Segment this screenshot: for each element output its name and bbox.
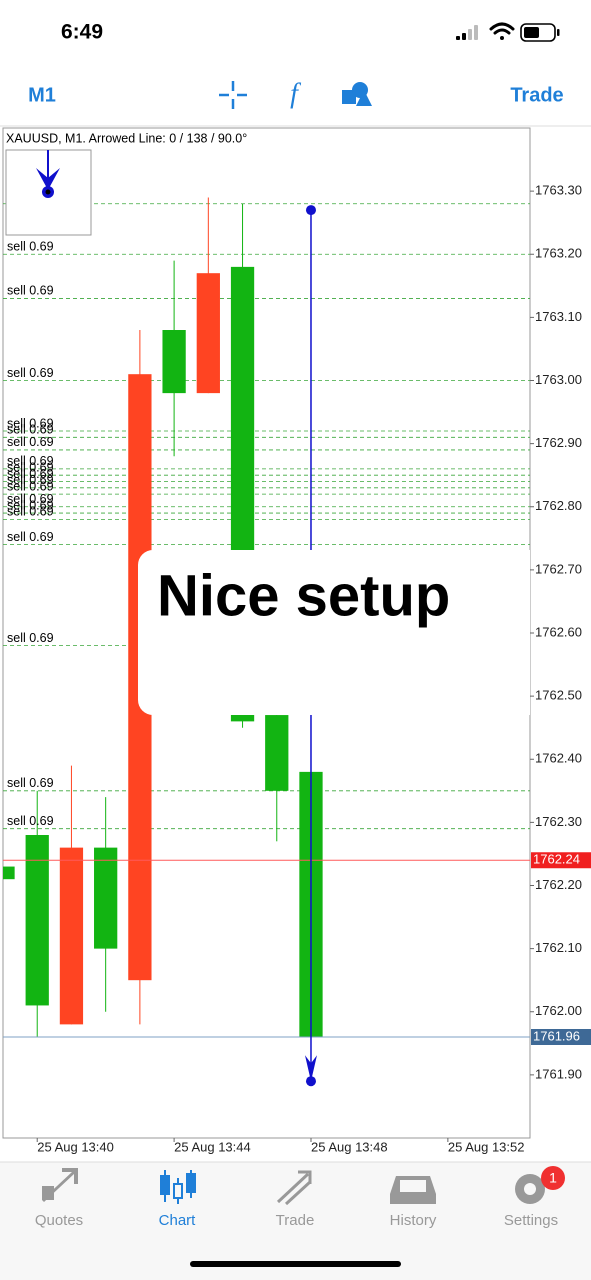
y-tick-label: 1763.30 <box>535 183 582 198</box>
x-tick-label: 25 Aug 13:44 <box>174 1139 251 1154</box>
object-preview <box>5 149 92 236</box>
chart-icon <box>160 1170 196 1204</box>
order-label: sell 0.69 <box>7 776 54 790</box>
order-label: sell 0.69 <box>7 631 54 645</box>
battery-icon <box>520 23 560 42</box>
order-label: sell 0.69 <box>7 479 54 493</box>
arrow-end <box>305 1076 316 1087</box>
order-label: sell 0.69 <box>7 530 54 544</box>
candle-body <box>3 866 15 880</box>
order-label: sell 0.69 <box>7 473 54 487</box>
tab-bar <box>0 1162 591 1280</box>
y-tick-label: 1763.10 <box>535 309 582 324</box>
settings-icon <box>515 1174 545 1204</box>
candle-body <box>94 847 118 949</box>
y-tick-label: 1762.00 <box>535 1003 582 1018</box>
order-label: sell 0.69 <box>7 505 54 519</box>
y-tick-label: 1762.90 <box>535 435 582 450</box>
order-label: sell 0.69 <box>7 814 54 828</box>
y-tick-label: 1762.40 <box>535 751 582 766</box>
order-label: sell 0.69 <box>7 467 54 481</box>
history-icon <box>390 1176 436 1204</box>
y-tick-label: 1762.70 <box>535 561 582 576</box>
trade-icon <box>276 1170 312 1206</box>
badge <box>541 1166 565 1190</box>
arrow-head <box>304 1055 317 1082</box>
annotation-text: Nice setup <box>157 563 450 628</box>
y-tick-label: 1762.20 <box>535 877 582 892</box>
trade-button[interactable]: Trade <box>510 84 563 106</box>
order-label: sell 0.69 <box>7 366 54 380</box>
objects-button[interactable] <box>342 82 372 106</box>
annotation-box <box>138 550 530 715</box>
order-label: sell 0.69 <box>7 454 54 468</box>
order-label: sell 0.69 <box>7 423 54 437</box>
axes: 1763.30 1763.20 1763.10 1763.00 1762.90 1762.… <box>7 183 591 1154</box>
signal-icon <box>456 25 478 40</box>
tab-label[interactable]: Settings <box>504 1212 558 1229</box>
y-tick-label: 1762.50 <box>535 688 582 703</box>
tab-label[interactable]: History <box>390 1212 437 1229</box>
candle-body <box>59 847 84 1025</box>
tab-label[interactable]: Quotes <box>35 1212 83 1229</box>
wifi-icon <box>489 22 515 40</box>
x-tick-label: 25 Aug 13:48 <box>311 1139 388 1154</box>
order-label: sell 0.69 <box>7 492 54 506</box>
clock: 6:49 <box>61 21 103 44</box>
order-label: sell 0.69 <box>7 498 54 512</box>
home-indicator <box>190 1261 401 1267</box>
y-tick-label: 1762.30 <box>535 814 582 829</box>
order-label: sell 0.69 <box>7 435 54 449</box>
x-tick-label: 25 Aug 13:40 <box>37 1139 114 1154</box>
order-label: sell 0.69 <box>7 416 54 430</box>
ask-label: 1761.96 <box>533 1028 580 1043</box>
tabs: Quotes Chart Trade History Settings 1 <box>35 1166 565 1229</box>
ask-box <box>531 1029 591 1045</box>
bid-label: 1762.24 <box>533 852 580 867</box>
timeframe-button[interactable]: M1 <box>28 84 56 106</box>
chart-title: XAUUSD, M1. Arrowed Line: 0 / 138 / 90.0… <box>6 131 247 145</box>
order-label: sell 0.69 <box>7 284 54 298</box>
y-tick-label: 1761.90 <box>535 1066 582 1081</box>
order-label: sell 0.69 <box>7 460 54 474</box>
tab-label[interactable]: Trade <box>276 1212 315 1229</box>
y-tick-label: 1763.20 <box>535 246 582 261</box>
quotes-icon <box>42 1168 78 1202</box>
y-tick-label: 1762.10 <box>535 940 582 955</box>
y-tick-label: 1763.00 <box>535 372 582 387</box>
bid-box <box>531 852 591 869</box>
y-tick-label: 1762.80 <box>535 498 582 513</box>
indicators-button[interactable]: f <box>290 78 301 109</box>
candle-body <box>25 835 49 1006</box>
y-tick-label: 1762.60 <box>535 624 582 639</box>
tab-label[interactable]: Chart <box>159 1212 197 1229</box>
crosshair-button[interactable] <box>219 81 247 109</box>
candle-body <box>162 330 186 394</box>
x-tick-label: 25 Aug 13:52 <box>448 1139 525 1154</box>
arrow-start <box>305 205 316 216</box>
candle-body <box>265 715 289 791</box>
badge-count: 1 <box>549 1170 557 1186</box>
order-label: sell 0.69 <box>7 240 54 254</box>
candle-body <box>196 273 220 394</box>
